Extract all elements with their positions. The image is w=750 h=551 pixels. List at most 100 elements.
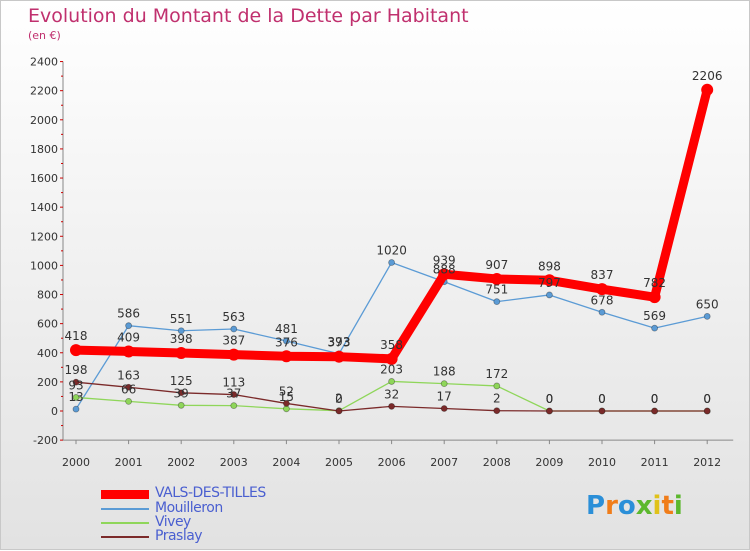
y-tick-label: 800 [37, 289, 58, 302]
legend-swatch-mouilleron [101, 508, 149, 510]
data-label-praslay: 52 [279, 384, 294, 398]
data-point-mouilleron [282, 337, 290, 345]
y-tick-label: 2000 [30, 114, 58, 127]
data-label-praslay: 2 [493, 392, 501, 406]
x-tick-label: 2004 [272, 456, 300, 469]
x-tick-label: 2003 [220, 456, 248, 469]
data-label-mouilleron: 797 [538, 276, 561, 290]
axes: -200020040060080010001200140016001800200… [30, 56, 734, 469]
legend-label: Vivey [155, 514, 191, 530]
data-label-praslay: 0 [598, 392, 606, 406]
data-point-vals-des-tilles [333, 350, 345, 363]
legend-item-vals-des-tilles: VALS-DES-TILLES [101, 485, 361, 501]
data-label-praslay: 17 [437, 390, 452, 404]
logo-letter: i [652, 491, 662, 521]
data-label-vals-des-tilles: 373 [328, 336, 351, 350]
y-tick-label: -200 [33, 434, 58, 447]
data-point-praslay [546, 407, 553, 415]
data-point-vivey [440, 380, 448, 388]
data-point-mouilleron [703, 312, 711, 320]
data-label-vals-des-tilles: 2206 [692, 69, 723, 83]
data-point-vivey [388, 378, 396, 385]
data-label-mouilleron: 13 [68, 390, 83, 404]
data-label-mouilleron: 1020 [376, 243, 407, 257]
legend-swatch-vivey [101, 522, 149, 524]
legend-label: Praslay [155, 528, 203, 544]
data-label-vals-des-tilles: 898 [538, 259, 561, 273]
data-point-praslay [72, 378, 80, 386]
legend-item-praslay: Praslay [101, 528, 361, 544]
data-label-praslay: 163 [117, 368, 140, 382]
data-point-vivey [72, 394, 80, 401]
data-point-vals-des-tilles [596, 283, 608, 296]
chart-title: Evolution du Montant de la Dette par Hab… [28, 5, 469, 27]
data-label-vivey: 2 [335, 392, 343, 406]
data-labels: 13 586 551 563 481 393 1020 888 751 797 678 569 650 9… [65, 69, 723, 406]
logo-letter: P [586, 491, 606, 521]
logo-letter: t [661, 491, 674, 521]
data-label-mouilleron: 751 [485, 283, 508, 297]
x-tick-label: 2009 [535, 456, 563, 469]
data-label-vivey: 0 [651, 392, 659, 406]
data-label-vivey: 188 [433, 365, 456, 379]
data-point-praslay [598, 407, 606, 415]
data-point-mouilleron [125, 322, 132, 330]
data-point-mouilleron [598, 308, 606, 316]
series-lines [70, 83, 714, 415]
data-label-vals-des-tilles: 782 [643, 276, 666, 290]
data-label-vivey: 66 [121, 382, 136, 396]
data-label-vivey: 0 [598, 392, 606, 406]
x-tick-label: 2001 [115, 456, 143, 469]
data-label-vals-des-tilles: 376 [275, 335, 298, 349]
data-point-vivey [177, 401, 185, 409]
data-label-mouilleron: 563 [222, 310, 245, 324]
data-label-mouilleron: 586 [117, 307, 140, 321]
data-label-mouilleron: 650 [696, 297, 719, 311]
data-label-praslay: 0 [546, 392, 554, 406]
data-point-mouilleron [230, 325, 238, 333]
data-point-praslay [125, 383, 132, 391]
data-point-praslay [440, 405, 448, 412]
data-label-praslay: 125 [170, 374, 193, 388]
data-point-vivey [125, 397, 132, 405]
data-point-praslay [335, 407, 343, 415]
data-label-vivey: 93 [68, 378, 83, 392]
data-label-vivey: 203 [380, 362, 403, 376]
data-label-mouilleron: 551 [170, 312, 193, 326]
data-point-praslay [493, 407, 501, 415]
data-point-vals-des-tilles [438, 268, 451, 281]
data-point-mouilleron [651, 324, 658, 332]
data-label-praslay: 0 [651, 392, 659, 406]
data-point-vals-des-tilles [227, 348, 240, 361]
data-label-vals-des-tilles: 398 [170, 332, 193, 346]
data-point-vals-des-tilles [175, 347, 188, 360]
data-point-vivey [493, 382, 501, 390]
data-label-mouilleron: 569 [643, 309, 666, 323]
legend-swatch-vals-des-tilles [101, 490, 149, 499]
x-tick-label: 2007 [430, 456, 458, 469]
y-tick-label: 1200 [30, 230, 58, 243]
data-label-vals-des-tilles: 387 [222, 334, 245, 348]
data-point-vivey [230, 402, 238, 410]
data-label-vivey: 37 [226, 387, 241, 401]
data-label-praslay: 198 [65, 363, 88, 377]
data-point-praslay [651, 407, 658, 415]
y-tick-label: 1800 [30, 143, 58, 156]
data-label-vals-des-tilles: 907 [485, 258, 508, 272]
data-point-praslay [388, 402, 396, 410]
y-tick-label: 2400 [30, 56, 58, 69]
x-tick-label: 2000 [62, 456, 90, 469]
y-tick-label: 2200 [30, 85, 58, 98]
data-label-vals-des-tilles: 837 [591, 268, 614, 282]
data-point-praslay [703, 407, 711, 415]
data-point-mouilleron [72, 405, 80, 413]
data-label-praslay: 113 [222, 376, 245, 390]
legend-item-mouilleron: Mouilleron [101, 500, 361, 516]
logo-letter: o [617, 491, 636, 521]
data-label-praslay: 32 [384, 387, 399, 401]
chart-subtitle: (en €) [28, 29, 61, 42]
data-point-vals-des-tilles [701, 83, 714, 96]
x-tick-label: 2008 [483, 456, 511, 469]
legend-label: VALS-DES-TILLES [155, 485, 266, 501]
x-tick-label: 2005 [325, 456, 353, 469]
